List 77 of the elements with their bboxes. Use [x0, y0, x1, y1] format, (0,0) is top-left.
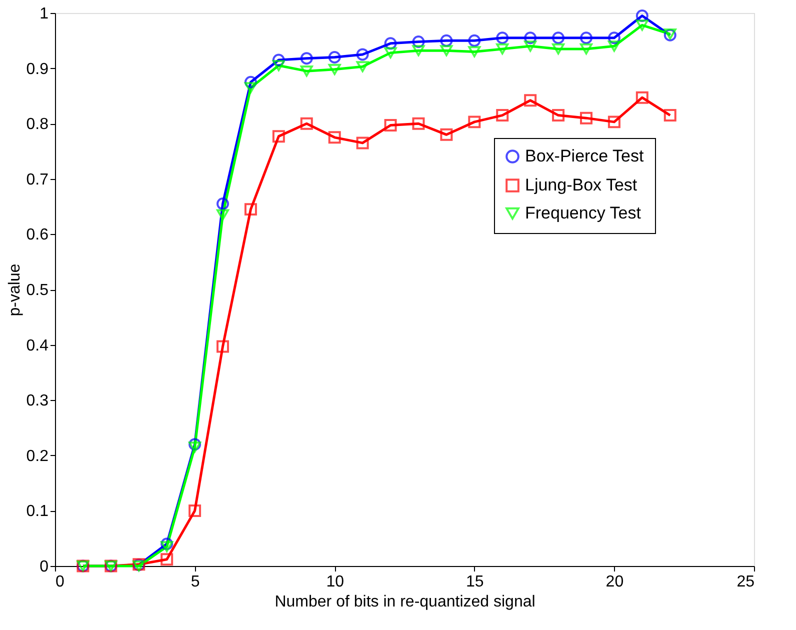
point: [384, 119, 397, 132]
point: [328, 51, 341, 64]
point: [524, 94, 537, 107]
point: [188, 438, 202, 451]
x-tick-label: 25: [736, 574, 755, 590]
point: [328, 131, 341, 144]
point: [440, 128, 453, 141]
point: [384, 47, 397, 58]
y-tick-label: 0.8: [26, 116, 49, 134]
y-tick-label: 0: [40, 558, 49, 576]
point: [412, 36, 425, 48]
point: [356, 136, 369, 150]
point: [524, 40, 537, 52]
x-tick-label: 20: [606, 574, 624, 590]
legend-label: Ljung-Box Test: [525, 176, 638, 194]
point: [524, 32, 537, 44]
point: [160, 538, 174, 550]
point: [412, 45, 425, 56]
point: [608, 40, 620, 52]
point: [412, 117, 425, 130]
point: [272, 60, 285, 72]
point: [216, 209, 230, 220]
point: [468, 46, 481, 58]
point: [188, 504, 202, 517]
y-tick-label: 0.4: [26, 337, 49, 354]
point: [440, 45, 453, 56]
point: [636, 10, 648, 22]
point: [160, 553, 174, 566]
point: [496, 32, 509, 44]
legend-label: Box-Pierce Test: [525, 146, 644, 166]
point: [300, 117, 313, 130]
point: [608, 116, 620, 128]
point: [160, 541, 174, 552]
point: [384, 37, 397, 50]
point: [608, 32, 620, 44]
point: [664, 109, 676, 122]
point: [636, 20, 648, 31]
point: [244, 82, 257, 94]
point: [272, 130, 285, 143]
y-tick-label: 0.7: [26, 171, 49, 188]
y-tick-label: 0.6: [26, 226, 49, 244]
point: [496, 43, 509, 54]
x-tick-label: 10: [326, 574, 344, 590]
point: [328, 64, 341, 75]
point: [356, 48, 369, 61]
y-tick-label: 0.5: [26, 282, 49, 299]
point: [356, 61, 369, 72]
y-axis-title: p-value: [6, 264, 24, 316]
x-tick-label: 0: [56, 574, 64, 590]
point: [552, 32, 565, 44]
point: [580, 43, 592, 54]
point: [580, 112, 592, 124]
point: [552, 109, 565, 122]
x-axis-title: Number of bits in re-quantized signal: [274, 594, 536, 610]
y-tick-label: 1: [40, 6, 49, 22]
point: [468, 116, 481, 128]
y-tick-label: 0.1: [26, 503, 49, 520]
point: [496, 109, 509, 122]
x-tick-label: 15: [466, 574, 484, 590]
y-tick-label: 0.3: [26, 392, 49, 410]
point: [440, 34, 453, 47]
point: [244, 203, 257, 216]
point: [272, 54, 285, 66]
point: [580, 32, 592, 44]
x-tick-label: 5: [190, 574, 200, 590]
point: [216, 198, 230, 210]
point: [300, 66, 313, 77]
point: [188, 442, 202, 453]
y-tick-label: 0.9: [26, 60, 49, 78]
point: [552, 43, 565, 54]
point: [244, 76, 257, 88]
point: [300, 52, 313, 65]
y-tick-label: 0.2: [26, 448, 49, 465]
point: [216, 340, 230, 353]
legend-label: Frequency Test: [525, 204, 642, 222]
point: [636, 91, 648, 104]
point: [468, 34, 481, 47]
